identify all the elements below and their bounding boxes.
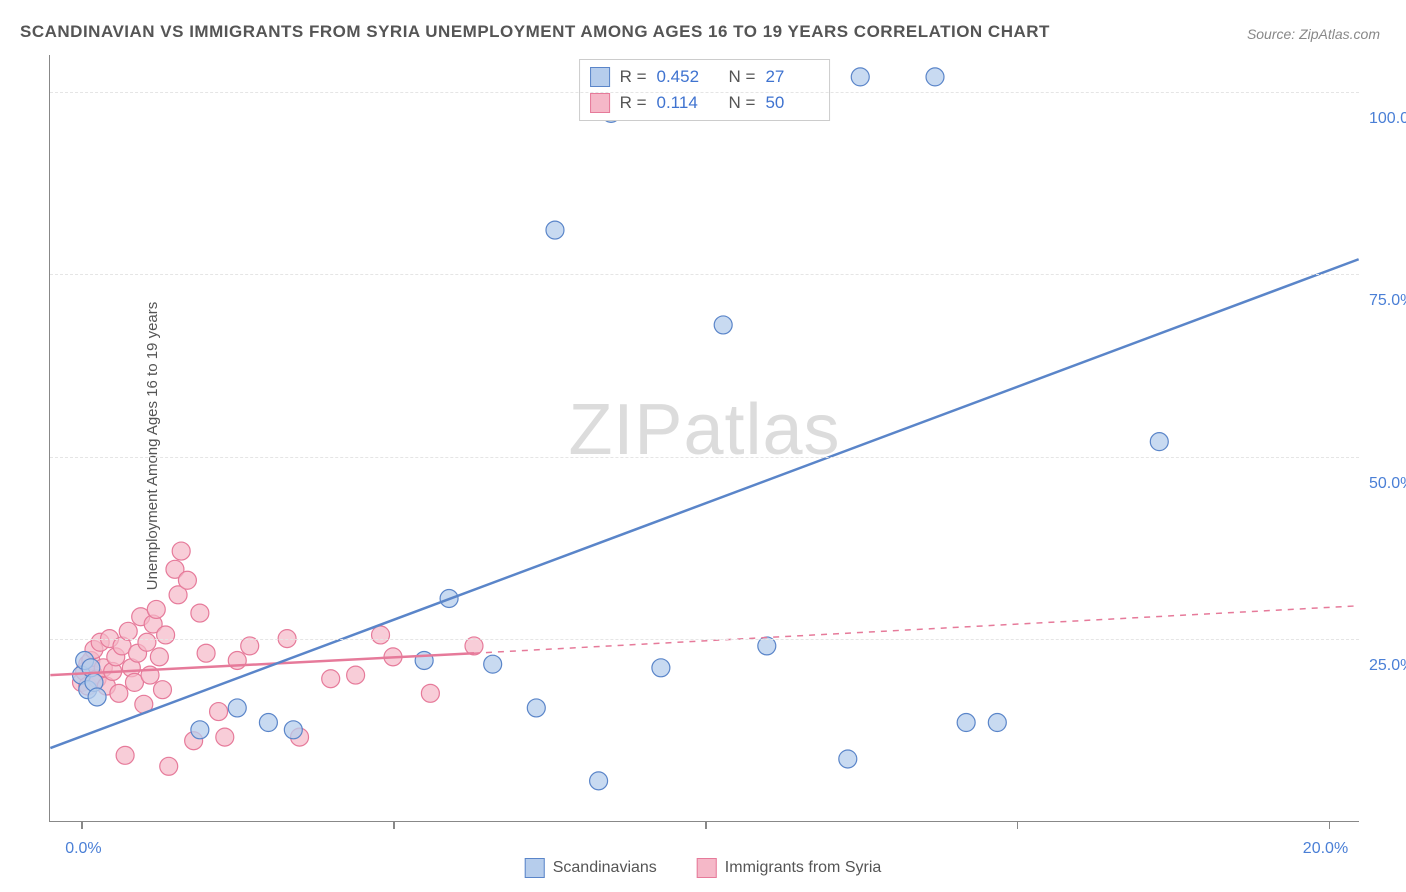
legend-swatch bbox=[525, 858, 545, 878]
legend-label: Scandinavians bbox=[553, 859, 657, 877]
scatter-point bbox=[1150, 433, 1168, 451]
stats-row: R = 0.452 N = 27 bbox=[590, 64, 820, 90]
scatter-point bbox=[154, 681, 172, 699]
scatter-point bbox=[210, 703, 228, 721]
legend-swatch bbox=[697, 858, 717, 878]
scatter-point bbox=[926, 68, 944, 86]
y-tick-label: 100.0% bbox=[1369, 110, 1406, 128]
stat-r-label: R = bbox=[620, 64, 647, 90]
scatter-point bbox=[178, 571, 196, 589]
scatter-point bbox=[714, 316, 732, 334]
stats-swatch bbox=[590, 67, 610, 87]
scatter-point bbox=[957, 714, 975, 732]
x-tick-mark bbox=[393, 821, 395, 829]
x-tick-label-left: 0.0% bbox=[65, 840, 101, 858]
chart-container: SCANDINAVIAN VS IMMIGRANTS FROM SYRIA UN… bbox=[0, 0, 1406, 892]
legend-label: Immigrants from Syria bbox=[725, 859, 881, 877]
scatter-point bbox=[839, 750, 857, 768]
gridline bbox=[50, 639, 1359, 640]
scatter-point bbox=[228, 699, 246, 717]
stat-n-label: N = bbox=[729, 64, 756, 90]
y-tick-label: 75.0% bbox=[1369, 292, 1406, 310]
scatter-point bbox=[851, 68, 869, 86]
plot-area: ZIPatlas R =0.452N =27R =0.114N =50 25.0… bbox=[49, 55, 1359, 822]
source-attribution: Source: ZipAtlas.com bbox=[1247, 26, 1380, 42]
stat-r-value: 0.114 bbox=[657, 90, 711, 116]
stat-r-label: R = bbox=[620, 90, 647, 116]
scatter-point bbox=[191, 721, 209, 739]
scatter-point bbox=[147, 600, 165, 618]
x-tick-mark bbox=[81, 821, 83, 829]
scatter-point bbox=[157, 626, 175, 644]
scatter-point bbox=[347, 666, 365, 684]
scatter-point bbox=[191, 604, 209, 622]
scatter-point bbox=[284, 721, 302, 739]
scatter-point bbox=[160, 757, 178, 775]
stats-box: R = 0.452 N = 27 R = 0.114 N = 50 bbox=[579, 59, 831, 121]
x-tick-label-right: 20.0% bbox=[1303, 840, 1348, 858]
y-tick-label: 50.0% bbox=[1369, 475, 1406, 493]
trend-line-extrapolated bbox=[474, 606, 1359, 653]
scatter-point bbox=[119, 622, 137, 640]
scatter-point bbox=[172, 542, 190, 560]
plot-svg bbox=[50, 55, 1359, 821]
scatter-point bbox=[197, 644, 215, 662]
scatter-point bbox=[150, 648, 168, 666]
stat-n-value: 50 bbox=[765, 90, 819, 116]
scatter-point bbox=[138, 633, 156, 651]
scatter-point bbox=[372, 626, 390, 644]
scatter-point bbox=[590, 772, 608, 790]
trend-line bbox=[50, 259, 1358, 748]
scatter-point bbox=[527, 699, 545, 717]
legend: Scandinavians Immigrants from Syria bbox=[525, 858, 882, 878]
scatter-point bbox=[216, 728, 234, 746]
stat-n-label: N = bbox=[729, 90, 756, 116]
stats-swatch bbox=[590, 93, 610, 113]
chart-title: SCANDINAVIAN VS IMMIGRANTS FROM SYRIA UN… bbox=[20, 22, 1050, 42]
x-tick-mark bbox=[705, 821, 707, 829]
scatter-point bbox=[259, 714, 277, 732]
x-tick-mark bbox=[1329, 821, 1331, 829]
gridline bbox=[50, 457, 1359, 458]
scatter-point bbox=[546, 221, 564, 239]
scatter-point bbox=[988, 714, 1006, 732]
gridline bbox=[50, 274, 1359, 275]
scatter-point bbox=[116, 746, 134, 764]
stats-row: R = 0.114 N = 50 bbox=[590, 90, 820, 116]
scatter-point bbox=[322, 670, 340, 688]
y-tick-label: 25.0% bbox=[1369, 657, 1406, 675]
legend-item: Scandinavians bbox=[525, 858, 657, 878]
x-tick-mark bbox=[1017, 821, 1019, 829]
scatter-point bbox=[88, 688, 106, 706]
legend-item: Immigrants from Syria bbox=[697, 858, 881, 878]
stat-n-value: 27 bbox=[765, 64, 819, 90]
stat-r-value: 0.452 bbox=[657, 64, 711, 90]
scatter-point bbox=[652, 659, 670, 677]
scatter-point bbox=[421, 684, 439, 702]
scatter-point bbox=[110, 684, 128, 702]
scatter-point bbox=[484, 655, 502, 673]
gridline bbox=[50, 92, 1359, 93]
